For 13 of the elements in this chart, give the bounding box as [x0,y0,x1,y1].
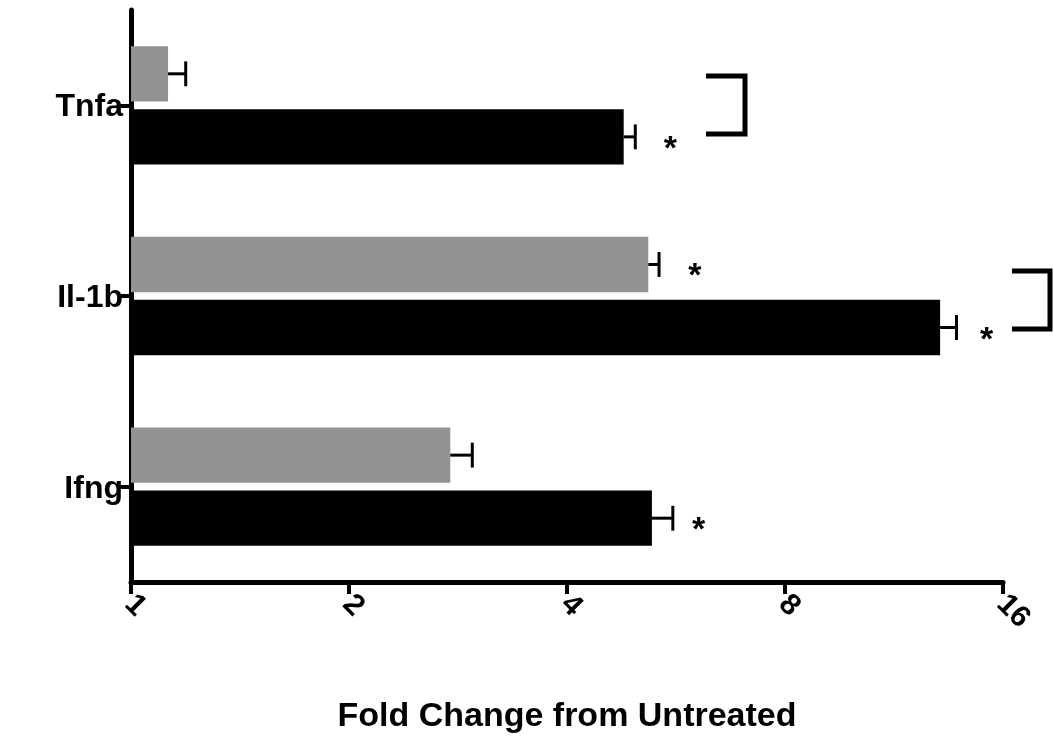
x-tick-label: 1 [119,586,155,622]
y-tick-label: Il-1b [57,278,123,314]
data-label: * [691,509,706,548]
y-tick-label: Ifng [64,468,123,505]
x-tick-label: 2 [337,586,373,622]
x-tick-label: 16 [991,586,1039,634]
y-tick-label: Tnfa [55,87,124,124]
x-tick-label: 8 [773,586,809,622]
data-label: * [980,318,995,357]
x-tick-label: 4 [555,586,591,622]
data-label: * [663,127,678,166]
data-label: * [688,255,703,294]
x-axis-title: Fold Change from Untreated [337,695,797,733]
